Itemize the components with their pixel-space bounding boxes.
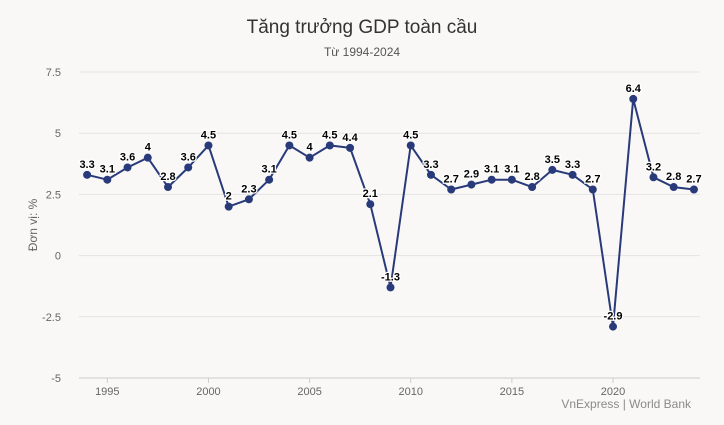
data-label: 3.1 bbox=[261, 164, 276, 176]
data-point[interactable] bbox=[447, 185, 456, 194]
x-tick-label: 2000 bbox=[196, 386, 220, 398]
data-point[interactable] bbox=[609, 322, 618, 331]
data-point[interactable] bbox=[285, 141, 294, 150]
data-point[interactable] bbox=[346, 143, 355, 152]
chart-credit: VnExpress | World Bank bbox=[561, 397, 691, 411]
chart-title: Tăng trưởng GDP toàn cầu bbox=[246, 17, 478, 38]
data-point[interactable] bbox=[204, 141, 213, 150]
data-point[interactable] bbox=[325, 141, 334, 150]
x-tick-label: 2015 bbox=[500, 386, 524, 398]
x-tick-label: 1995 bbox=[95, 386, 119, 398]
data-point[interactable] bbox=[224, 202, 233, 211]
data-label: 3.3 bbox=[423, 159, 438, 171]
data-point[interactable] bbox=[83, 170, 92, 179]
data-point[interactable] bbox=[467, 180, 476, 189]
data-label: 2.3 bbox=[241, 183, 256, 195]
data-label: 2.8 bbox=[666, 171, 681, 183]
series-line-group bbox=[83, 94, 698, 331]
data-label: 2.7 bbox=[444, 174, 459, 186]
data-label: 4.4 bbox=[342, 132, 358, 144]
data-point[interactable] bbox=[143, 153, 152, 162]
data-point[interactable] bbox=[548, 165, 557, 174]
data-point[interactable] bbox=[669, 183, 678, 192]
data-label: 2 bbox=[226, 191, 232, 203]
data-point[interactable] bbox=[123, 163, 132, 172]
y-tick-label: 0 bbox=[55, 251, 61, 263]
data-label-group: 3.3 3.1 3.6 4 2.8 3.6 4.5 2 2.3 3.1 4.5 4 4.5 4.4 2.1 -… bbox=[78, 82, 703, 324]
data-label: 3.3 bbox=[565, 159, 580, 171]
data-point[interactable] bbox=[164, 183, 173, 192]
data-label: 3.1 bbox=[484, 164, 499, 176]
data-point[interactable] bbox=[244, 195, 253, 204]
chart-subtitle: Từ 1994-2024 bbox=[323, 45, 401, 59]
data-label: 4.5 bbox=[282, 129, 297, 141]
data-point[interactable] bbox=[689, 185, 698, 194]
data-point[interactable] bbox=[426, 170, 435, 179]
x-tick-label: 2020 bbox=[601, 386, 625, 398]
data-label: 3.1 bbox=[504, 164, 519, 176]
y-tick-label: -2.5 bbox=[42, 312, 61, 324]
data-point[interactable] bbox=[184, 163, 193, 172]
data-point[interactable] bbox=[649, 173, 658, 182]
data-point[interactable] bbox=[507, 175, 516, 184]
data-point[interactable] bbox=[103, 175, 112, 184]
data-label: 3.5 bbox=[545, 154, 560, 166]
y-axis-label: Đơn vị: % bbox=[26, 198, 40, 251]
data-label: -2.9 bbox=[604, 311, 623, 323]
data-point[interactable] bbox=[568, 170, 577, 179]
data-label: 2.7 bbox=[686, 174, 701, 186]
data-point[interactable] bbox=[588, 185, 597, 194]
y-tick-label: 5 bbox=[55, 128, 61, 140]
x-tick-label: 2010 bbox=[398, 386, 422, 398]
data-point[interactable] bbox=[406, 141, 415, 150]
data-label: 4.5 bbox=[403, 129, 418, 141]
data-point[interactable] bbox=[305, 153, 314, 162]
grid-lines bbox=[79, 71, 700, 379]
data-label: 2.8 bbox=[524, 171, 539, 183]
data-point[interactable] bbox=[528, 183, 537, 192]
data-label: 4.5 bbox=[322, 129, 337, 141]
data-point[interactable] bbox=[629, 94, 638, 103]
data-label: 4 bbox=[307, 142, 314, 154]
y-tick-label: -5 bbox=[51, 373, 61, 385]
data-label: 3.2 bbox=[646, 161, 661, 173]
data-label: -1.3 bbox=[381, 271, 400, 283]
y-tick-labels: 7.5 5 2.5 0 -2.5 -5 bbox=[42, 67, 61, 385]
data-label: 4.5 bbox=[201, 129, 216, 141]
x-tick-label: 2005 bbox=[297, 386, 321, 398]
data-label: 3.6 bbox=[120, 151, 135, 163]
data-label: 3.6 bbox=[181, 151, 196, 163]
x-tick-labels: 1995 2000 2005 2010 2015 2020 bbox=[95, 378, 625, 398]
data-label: 6.4 bbox=[626, 83, 642, 95]
data-label: 2.7 bbox=[585, 174, 600, 186]
data-label: 3.1 bbox=[100, 164, 115, 176]
data-label: 2.9 bbox=[464, 169, 479, 181]
data-point[interactable] bbox=[386, 283, 395, 292]
data-label: 4 bbox=[145, 142, 152, 154]
data-point[interactable] bbox=[487, 175, 496, 184]
data-label: 2.8 bbox=[160, 171, 175, 183]
data-point[interactable] bbox=[366, 200, 375, 209]
y-tick-label: 2.5 bbox=[46, 189, 61, 201]
data-point[interactable] bbox=[265, 175, 274, 184]
data-label: 2.1 bbox=[363, 188, 378, 200]
y-tick-label: 7.5 bbox=[46, 67, 61, 79]
data-label: 3.3 bbox=[79, 159, 94, 171]
